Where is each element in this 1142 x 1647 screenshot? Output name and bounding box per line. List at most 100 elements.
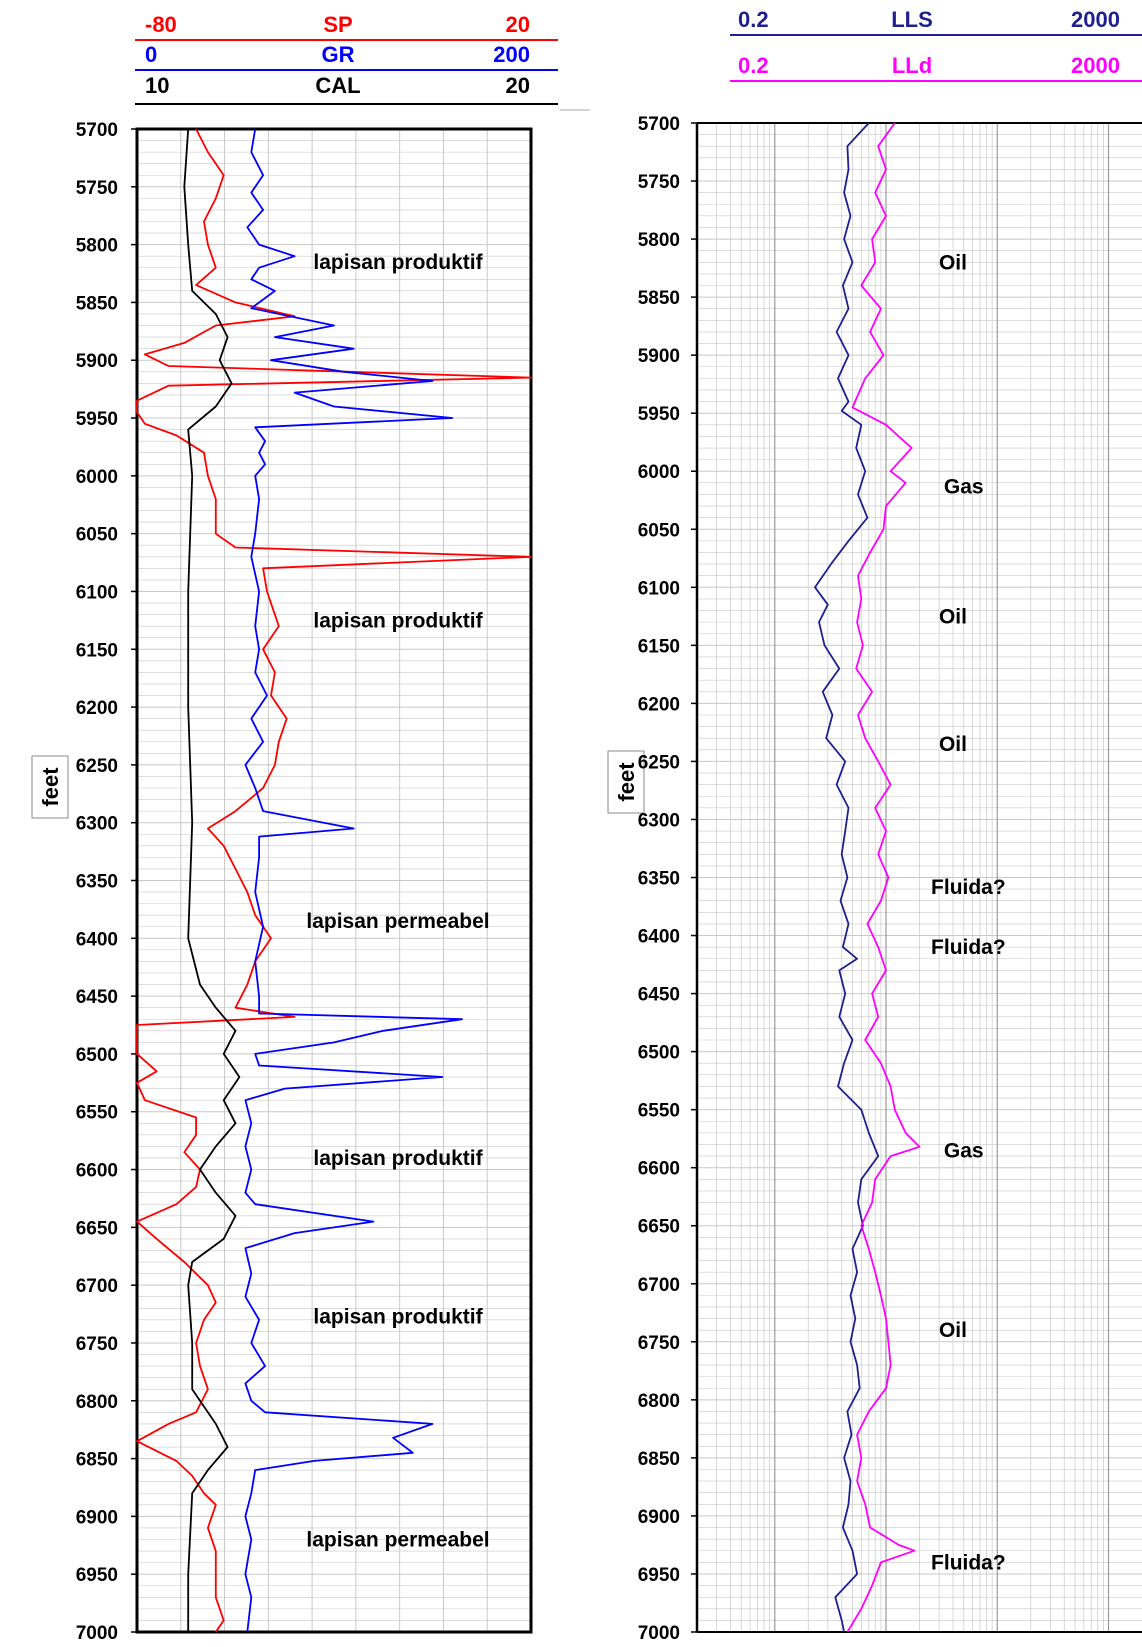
depth-tick-label: 6050 (638, 520, 680, 541)
left-track: 5700 5750 5800 5850 5900 5950 6000 6050 6100 6150… (76, 120, 533, 1644)
depth-tick-label: 6150 (638, 636, 680, 657)
gr-name: GR (322, 42, 355, 67)
depth-tick-label: 6650 (638, 1217, 680, 1238)
zone-annotation: Oil (939, 1319, 967, 1342)
depth-tick-label: 6350 (76, 872, 118, 893)
depth-tick-label: 5950 (76, 409, 118, 430)
depth-tick-label: 6500 (76, 1045, 118, 1066)
depth-tick-label: 7000 (638, 1623, 680, 1644)
depth-tick-label: 5750 (76, 178, 118, 199)
left-track-header: -80 SP 20 0 GR 200 10 CAL 20 (135, 12, 590, 111)
lls-scale-left: 0.2 (738, 7, 769, 32)
depth-tick-label: 6400 (638, 927, 680, 948)
depth-tick-label: 6200 (638, 694, 680, 715)
depth-tick-label: 6800 (638, 1391, 680, 1412)
right-track: 5700 5750 5800 5850 5900 5950 6000 6050 6100 6150… (638, 114, 1142, 1644)
zone-annotation: lapisan produktif (313, 609, 483, 632)
depth-tick-label: 6500 (638, 1043, 680, 1064)
cal-scale-left: 10 (145, 73, 169, 98)
lld-name: LLd (892, 53, 932, 78)
depth-tick-label: 6300 (638, 810, 680, 831)
left-yaxis-title: feet (38, 767, 63, 807)
depth-tick-label: 6750 (76, 1334, 118, 1355)
left-yaxis-title-box: feet (31, 755, 69, 819)
zone-annotation: Oil (939, 605, 967, 628)
depth-tick-label: 6100 (76, 582, 118, 603)
depth-tick-label: 6850 (76, 1450, 118, 1471)
right-grid (697, 122, 1142, 1633)
depth-tick-label: 5900 (76, 351, 118, 372)
zone-annotation: Oil (939, 251, 967, 274)
curve-lld (846, 122, 921, 1633)
depth-tick-label: 5900 (638, 346, 680, 367)
zone-annotation: lapisan produktif (313, 1147, 483, 1170)
depth-tick-label: 6600 (76, 1161, 118, 1182)
sp-name: SP (323, 12, 352, 37)
depth-tick-label: 6450 (638, 985, 680, 1006)
depth-tick-label: 6000 (76, 467, 118, 488)
depth-tick-label: 5950 (638, 404, 680, 425)
zone-annotation: lapisan permeabel (306, 1529, 489, 1552)
depth-tick-label: 5800 (638, 230, 680, 251)
depth-tick-label: 6550 (638, 1101, 680, 1122)
depth-tick-label: 5850 (76, 293, 118, 314)
left-grid (137, 128, 531, 1633)
sp-scale-left: -80 (145, 12, 177, 37)
zone-annotation: lapisan produktif (313, 1305, 483, 1328)
depth-tick-label: 6900 (638, 1507, 680, 1528)
zone-annotation: lapisan produktif (313, 251, 483, 274)
depth-tick-label: 6750 (638, 1333, 680, 1354)
depth-tick-label: 7000 (76, 1623, 118, 1644)
right-yaxis-title: feet (614, 762, 639, 802)
curve-cal (183, 128, 241, 1632)
depth-tick-label: 6200 (76, 698, 118, 719)
depth-tick-label: 6700 (638, 1275, 680, 1296)
lld-scale-left: 0.2 (738, 53, 769, 78)
lld-scale-right: 2000 (1071, 53, 1120, 78)
depth-tick-label: 6250 (76, 756, 118, 777)
zone-annotation: Gas (944, 1139, 984, 1162)
sp-scale-right: 20 (506, 12, 530, 37)
depth-tick-label: 5750 (638, 172, 680, 193)
depth-tick-label: 6700 (76, 1276, 118, 1297)
depth-tick-label: 6000 (638, 462, 680, 483)
zone-annotation: lapisan permeabel (306, 910, 489, 933)
depth-tick-label: 6800 (76, 1392, 118, 1413)
gr-scale-right: 200 (493, 42, 530, 67)
curve-gr (244, 128, 463, 1633)
lls-name: LLS (891, 7, 933, 32)
gr-scale-left: 0 (145, 42, 157, 67)
depth-tick-label: 6400 (76, 929, 118, 950)
zone-annotation: Oil (939, 733, 967, 756)
zone-annotation: Fluida? (931, 876, 1006, 899)
curve-lls (814, 122, 880, 1633)
depth-tick-label: 6300 (76, 814, 118, 835)
depth-tick-label: 6950 (76, 1565, 118, 1586)
depth-tick-label: 6900 (76, 1507, 118, 1528)
depth-tick-label: 6450 (76, 987, 118, 1008)
zone-annotation: Fluida? (931, 936, 1006, 959)
zone-annotation: Gas (944, 475, 984, 498)
depth-tick-label: 5700 (76, 120, 118, 141)
cal-name: CAL (315, 73, 360, 98)
depth-tick-label: 6550 (76, 1103, 118, 1124)
right-track-header: 0.2 LLS 2000 0.2 LLd 2000 (730, 7, 1142, 82)
depth-tick-label: 6100 (638, 578, 680, 599)
depth-tick-label: 6600 (638, 1159, 680, 1180)
lls-scale-right: 2000 (1071, 7, 1120, 32)
depth-tick-label: 5800 (76, 236, 118, 257)
depth-tick-label: 6850 (638, 1449, 680, 1470)
cal-scale-right: 20 (506, 73, 530, 98)
curve-sp (136, 128, 532, 1633)
depth-tick-label: 6250 (638, 752, 680, 773)
depth-tick-label: 5700 (638, 114, 680, 135)
right-yaxis-title-box: feet (607, 750, 645, 814)
zone-annotation: Fluida? (931, 1551, 1006, 1574)
depth-tick-label: 6950 (638, 1565, 680, 1586)
depth-tick-label: 6150 (76, 640, 118, 661)
depth-tick-label: 6050 (76, 525, 118, 546)
depth-tick-label: 6350 (638, 869, 680, 890)
depth-tick-label: 5850 (638, 288, 680, 309)
depth-tick-label: 6650 (76, 1218, 118, 1239)
